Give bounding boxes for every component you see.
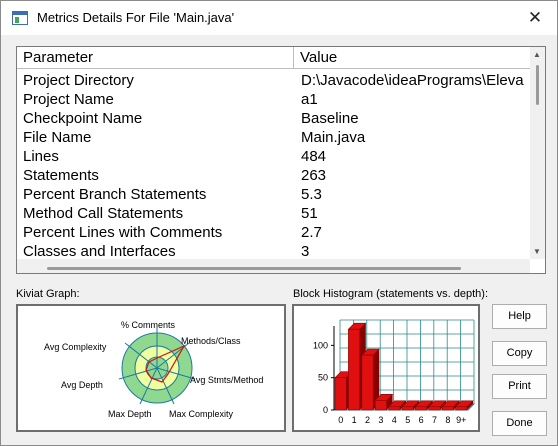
parameter-cell: Classes and Interfaces — [23, 243, 176, 260]
title-bar: Metrics Details For File 'Main.java' ✕ — [1, 1, 557, 35]
scroll-thumb[interactable] — [47, 267, 461, 270]
axis-label: Methods/Class — [181, 336, 241, 346]
histogram-bar-side — [467, 400, 473, 410]
parameter-cell: Lines — [23, 148, 59, 165]
table-row[interactable]: Lines 484 — [17, 147, 530, 166]
value-cell: 3 — [301, 243, 310, 260]
value-cell: 5.3 — [301, 186, 322, 203]
value-cell: 484 — [301, 148, 327, 165]
axis-label: Max Depth — [108, 409, 152, 419]
parameter-cell: Percent Lines with Comments — [23, 224, 223, 241]
histogram-bar — [455, 406, 468, 411]
value-cell: 263 — [301, 167, 327, 184]
parameter-cell: Checkpoint Name — [23, 110, 143, 127]
x-tick-label: 0 — [338, 415, 343, 425]
table-row[interactable]: Method Call Statements 51 — [17, 204, 530, 223]
up-arrow-icon[interactable]: ▲ — [533, 50, 541, 59]
value-cell: Baseline — [301, 110, 359, 127]
y-tick-label: 50 — [318, 373, 328, 383]
histogram-bar — [428, 406, 441, 411]
histogram-bar-side — [386, 394, 393, 410]
table-row[interactable]: Project Name a1 — [17, 90, 530, 109]
parameter-cell: File Name — [23, 129, 92, 146]
x-tick-label: 7 — [432, 415, 437, 425]
block-histogram: 0 50 100 0 1 2 3 4 5 6 7 8 9+ — [292, 304, 480, 432]
down-arrow-icon[interactable]: ▼ — [533, 247, 541, 256]
x-tick-label: 9+ — [456, 415, 466, 425]
histogram-bar — [334, 377, 347, 411]
x-tick-label: 8 — [445, 415, 450, 425]
help-button[interactable]: Help — [492, 304, 547, 329]
axis-label: Avg Complexity — [44, 342, 107, 352]
value-cell: D:\Javacode\ideaPrograms\Eleva — [301, 72, 524, 89]
y-tick-label: 0 — [323, 405, 328, 415]
print-button[interactable]: Print — [492, 374, 547, 399]
histogram-bar — [374, 400, 387, 411]
table-row[interactable]: Project Directory D:\Javacode\ideaProgram… — [17, 71, 530, 90]
copy-button[interactable]: Copy — [492, 341, 547, 366]
axis-label: Avg Depth — [61, 380, 103, 390]
parameter-cell: Project Directory — [23, 72, 134, 89]
table-header: Parameter Value — [17, 47, 530, 69]
metrics-table: Parameter Value Project Directory D:\Java… — [16, 46, 546, 274]
table-row[interactable]: Percent Branch Statements 5.3 — [17, 185, 530, 204]
value-cell: a1 — [301, 91, 318, 108]
y-tick-label: 100 — [313, 340, 328, 350]
axis-label: Max Complexity — [169, 409, 234, 419]
column-header-parameter[interactable]: Parameter — [17, 47, 294, 69]
done-button[interactable]: Done — [492, 411, 547, 436]
table-row[interactable]: Percent Lines with Comments 2.7 — [17, 223, 530, 242]
histogram-bar — [388, 406, 401, 411]
table-row[interactable]: Checkpoint Name Baseline — [17, 109, 530, 128]
axis-label: % Comments — [121, 320, 176, 330]
window-title: Metrics Details For File 'Main.java' — [37, 10, 235, 25]
histogram-bar — [415, 406, 428, 411]
histogram-bar — [441, 406, 454, 411]
value-cell: 51 — [301, 205, 318, 222]
close-button[interactable]: ✕ — [527, 8, 543, 27]
histogram-bar — [401, 406, 414, 411]
x-tick-label: 3 — [378, 415, 383, 425]
parameter-cell: Project Name — [23, 91, 114, 108]
vertical-scrollbar[interactable]: ▲ ▼ — [530, 47, 545, 259]
axis-label: Avg Stmts/Method — [190, 375, 263, 385]
parameter-cell: Method Call Statements — [23, 205, 184, 222]
histogram-bar — [361, 354, 374, 411]
app-icon — [12, 11, 28, 25]
kiviat-graph: % Comments Methods/Class Avg Stmts/Metho… — [16, 304, 286, 432]
parameter-cell: Percent Branch Statements — [23, 186, 207, 203]
parameter-cell: Statements — [23, 167, 99, 184]
histogram-bar — [348, 328, 361, 411]
x-tick-label: 4 — [392, 415, 397, 425]
x-tick-label: 2 — [365, 415, 370, 425]
scroll-thumb[interactable] — [536, 65, 539, 105]
x-tick-label: 1 — [352, 415, 357, 425]
column-header-value[interactable]: Value — [300, 49, 338, 66]
table-row[interactable]: Statements 263 — [17, 166, 530, 185]
histogram-label: Block Histogram (statements vs. depth): — [293, 288, 489, 300]
table-row[interactable]: Classes and Interfaces 3 — [17, 242, 530, 261]
value-cell: Main.java — [301, 129, 366, 146]
horizontal-scrollbar[interactable] — [17, 259, 530, 273]
histogram-bar-side — [373, 349, 380, 410]
table-row[interactable]: File Name Main.java — [17, 128, 530, 147]
kiviat-label: Kiviat Graph: — [16, 288, 80, 300]
x-tick-label: 6 — [419, 415, 424, 425]
value-cell: 2.7 — [301, 224, 322, 241]
x-tick-label: 5 — [405, 415, 410, 425]
